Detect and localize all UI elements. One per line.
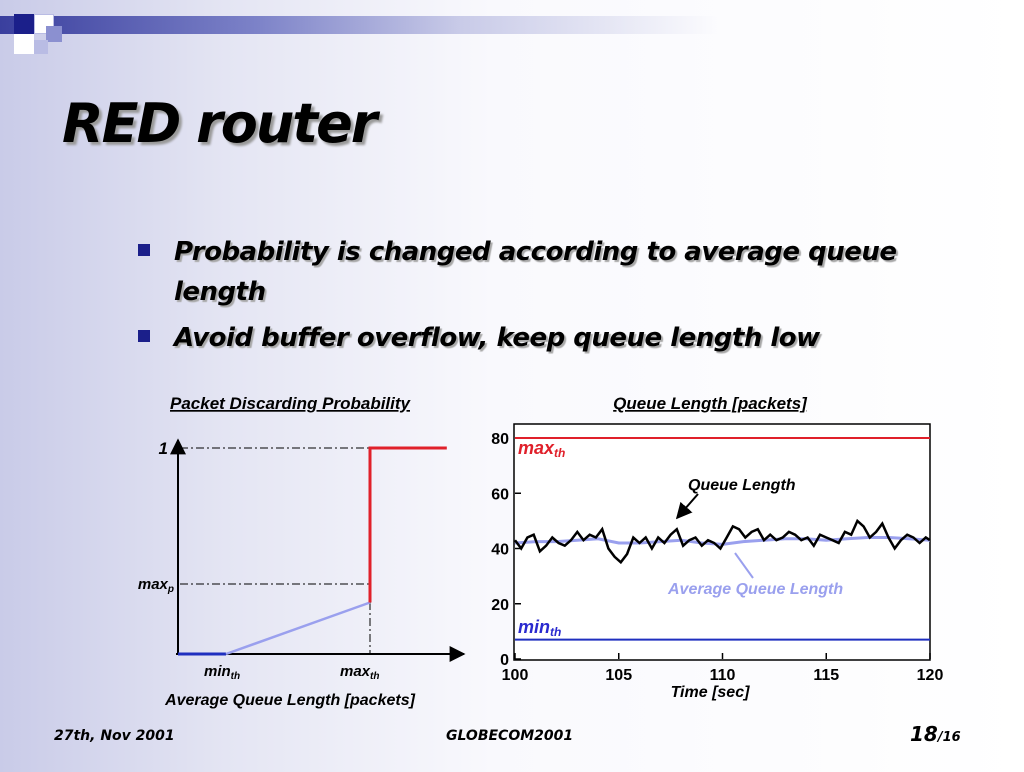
bullet-square-icon bbox=[138, 244, 150, 256]
page-number: 18 bbox=[910, 722, 938, 746]
page-total: /16 bbox=[937, 730, 961, 745]
x-tick-label: 110 bbox=[710, 667, 736, 684]
deco-square bbox=[14, 14, 34, 34]
y-tick-label: 60 bbox=[491, 486, 509, 503]
bullet-item: Avoid buffer overflow, keep queue length… bbox=[138, 318, 958, 358]
footer-page: 18/16 bbox=[910, 722, 961, 746]
deco-square bbox=[34, 40, 48, 54]
average-queue-length-annotation: Average Queue Length bbox=[667, 581, 843, 598]
bullet-square-icon bbox=[138, 330, 150, 342]
bullet-text: Probability is changed according to aver… bbox=[174, 237, 897, 307]
left-xtick-maxth: maxth bbox=[340, 663, 379, 682]
left-ytick-maxp: maxp bbox=[138, 576, 174, 595]
right-chart-title: Queue Length [packets] bbox=[613, 394, 808, 413]
deco-square bbox=[46, 26, 62, 42]
y-tick-label: 40 bbox=[491, 542, 509, 559]
left-xtick-minth: minth bbox=[204, 663, 240, 682]
left-x-axis-label: Average Queue Length [packets] bbox=[164, 692, 416, 709]
probability-curve-ramp bbox=[225, 601, 371, 656]
maxth-label: maxth bbox=[518, 438, 565, 460]
right-x-axis-label: Time [sec] bbox=[671, 684, 751, 701]
x-tick-label: 100 bbox=[502, 667, 529, 684]
queue-length-annotation: Queue Length bbox=[688, 477, 796, 494]
bullet-item: Probability is changed according to aver… bbox=[138, 232, 958, 312]
left-chart-title: Packet Discarding Probability bbox=[170, 394, 412, 413]
right-chart: Queue Length [packets] 0 20 40 60 80 100 105 1… bbox=[491, 394, 943, 701]
plot-frame bbox=[513, 423, 931, 661]
left-chart: Packet Discarding Probability 1 maxp min… bbox=[138, 394, 466, 709]
slide-title: RED router bbox=[62, 92, 377, 155]
bullet-list: Probability is changed according to aver… bbox=[138, 232, 958, 364]
queue-length-arrow bbox=[675, 493, 699, 520]
minth-label: minth bbox=[518, 617, 561, 639]
footer-conference: GLOBECOM2001 bbox=[446, 728, 574, 744]
average-queue-length-line bbox=[514, 536, 931, 546]
left-ytick-1: 1 bbox=[159, 439, 168, 458]
footer-date: 27th, Nov 2001 bbox=[54, 728, 175, 744]
x-tick-label: 120 bbox=[917, 667, 944, 684]
y-tick-label: 80 bbox=[491, 431, 509, 448]
queue-length-line bbox=[513, 518, 931, 565]
x-tick-label: 115 bbox=[813, 667, 839, 684]
deco-square bbox=[14, 34, 34, 54]
bullet-text: Avoid buffer overflow, keep queue length… bbox=[174, 323, 820, 353]
y-tick-label: 0 bbox=[500, 652, 509, 669]
y-tick-label: 20 bbox=[491, 597, 509, 614]
probability-curve-drop bbox=[368, 446, 447, 603]
x-tick-label: 105 bbox=[605, 667, 632, 684]
header-band bbox=[0, 16, 1024, 34]
average-queue-length-arrow bbox=[734, 552, 754, 579]
